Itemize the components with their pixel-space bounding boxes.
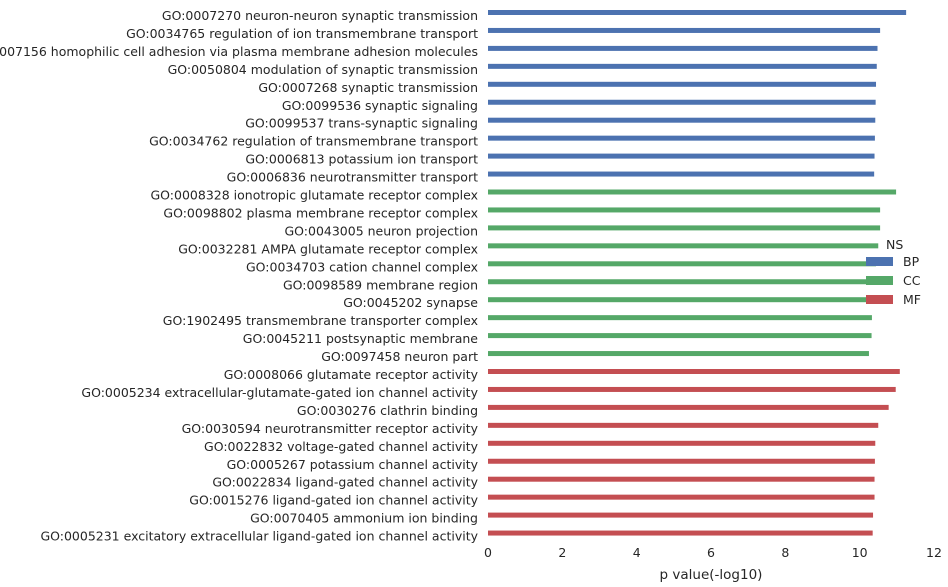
bar [488, 81, 877, 87]
category-label: GO:0007156 homophilic cell adhesion via … [0, 44, 478, 59]
x-tick-label: 6 [707, 545, 715, 560]
category-label: GO:0007270 neuron-neuron synaptic transm… [162, 8, 478, 23]
legend-label: CC [903, 273, 921, 288]
category-label: GO:0015276 ligand-gated ion channel acti… [189, 493, 478, 508]
bar [488, 171, 875, 177]
category-label: GO:0008066 glutamate receptor activity [224, 367, 479, 382]
x-tick-label: 2 [558, 545, 566, 560]
bar [488, 297, 875, 303]
bar [488, 530, 873, 536]
category-label: GO:0097458 neuron part [321, 349, 478, 364]
category-label: GO:0030594 neurotransmitter receptor act… [182, 421, 479, 436]
category-label: GO:0098802 plasma membrane receptor comp… [163, 205, 478, 220]
category-label: GO:0050804 modulation of synaptic transm… [168, 62, 478, 77]
bar [488, 99, 876, 105]
bar [488, 153, 875, 159]
legend-label: BP [903, 254, 920, 269]
bar [488, 333, 872, 339]
category-label: GO:0070405 ammonium ion binding [250, 511, 478, 526]
category-label: GO:0022834 ligand-gated channel activity [212, 475, 478, 490]
bar [488, 315, 872, 321]
x-axis: 0 2 4 6 8 10 12 [484, 545, 942, 560]
category-label: GO:1902495 transmembrane transporter com… [163, 313, 478, 328]
category-label: GO:0045211 postsynaptic membrane [243, 331, 479, 346]
category-label: GO:0098589 membrane region [283, 277, 478, 292]
bar [488, 422, 879, 428]
category-label: GO:0007268 synaptic transmission [258, 80, 478, 95]
category-label: GO:0043005 neuron projection [284, 223, 478, 238]
category-label: GO:0005231 excitatory extracellular liga… [40, 529, 478, 544]
bar [488, 63, 877, 69]
bar [488, 243, 879, 249]
x-tick-label: 8 [781, 545, 789, 560]
legend-swatch [866, 276, 893, 285]
legend-swatch [866, 257, 893, 266]
bar [488, 261, 877, 267]
category-label: GO:0005267 potassium channel activity [227, 457, 479, 472]
category-label: GO:0045202 synapse [343, 295, 478, 310]
category-label: GO:0099536 synaptic signaling [282, 98, 478, 113]
bar [488, 10, 907, 15]
bar [488, 351, 869, 357]
bar [488, 369, 900, 374]
legend-label: MF [903, 292, 921, 307]
bar [488, 440, 876, 446]
bar [488, 476, 875, 482]
bar [488, 189, 897, 195]
bar [488, 117, 876, 123]
category-label: GO:0034703 cation channel complex [246, 259, 478, 274]
category-label: GO:0030276 clathrin binding [297, 403, 478, 418]
category-label: GO:0006836 neurotransmitter transport [227, 170, 478, 185]
category-label: GO:0032281 AMPA glutamate receptor compl… [178, 241, 478, 256]
bar [488, 494, 875, 500]
bars [488, 10, 907, 536]
category-label: GO:0006813 potassium ion transport [245, 152, 478, 167]
category-label: GO:0099537 trans-synaptic signaling [245, 116, 478, 131]
bar [488, 279, 876, 285]
category-label: GO:0005234 extracellular-glutamate-gated… [81, 385, 478, 400]
x-tick-label: 10 [852, 545, 868, 560]
bar [488, 404, 889, 410]
bar [488, 458, 875, 464]
x-tick-label: 0 [484, 545, 492, 560]
legend-title: NS [886, 237, 903, 252]
category-label: GO:0034765 regulation of ion transmembra… [126, 26, 478, 41]
category-label: GO:0022832 voltage-gated channel activit… [204, 439, 479, 454]
bar [488, 225, 881, 231]
bar [488, 512, 874, 518]
bar [488, 386, 896, 392]
bar [488, 135, 875, 141]
x-axis-title: p value(-log10) [660, 567, 763, 583]
bar [488, 27, 881, 33]
category-label: GO:0034762 regulation of transmembrane t… [149, 134, 478, 149]
bar [488, 45, 878, 51]
x-tick-label: 4 [633, 545, 641, 560]
x-tick-label: 12 [926, 545, 942, 560]
bar [488, 207, 881, 213]
legend-swatch [866, 295, 893, 304]
category-labels: GO:0007270 neuron-neuron synaptic transm… [0, 8, 479, 544]
category-label: GO:0008328 ionotropic glutamate receptor… [151, 188, 479, 203]
